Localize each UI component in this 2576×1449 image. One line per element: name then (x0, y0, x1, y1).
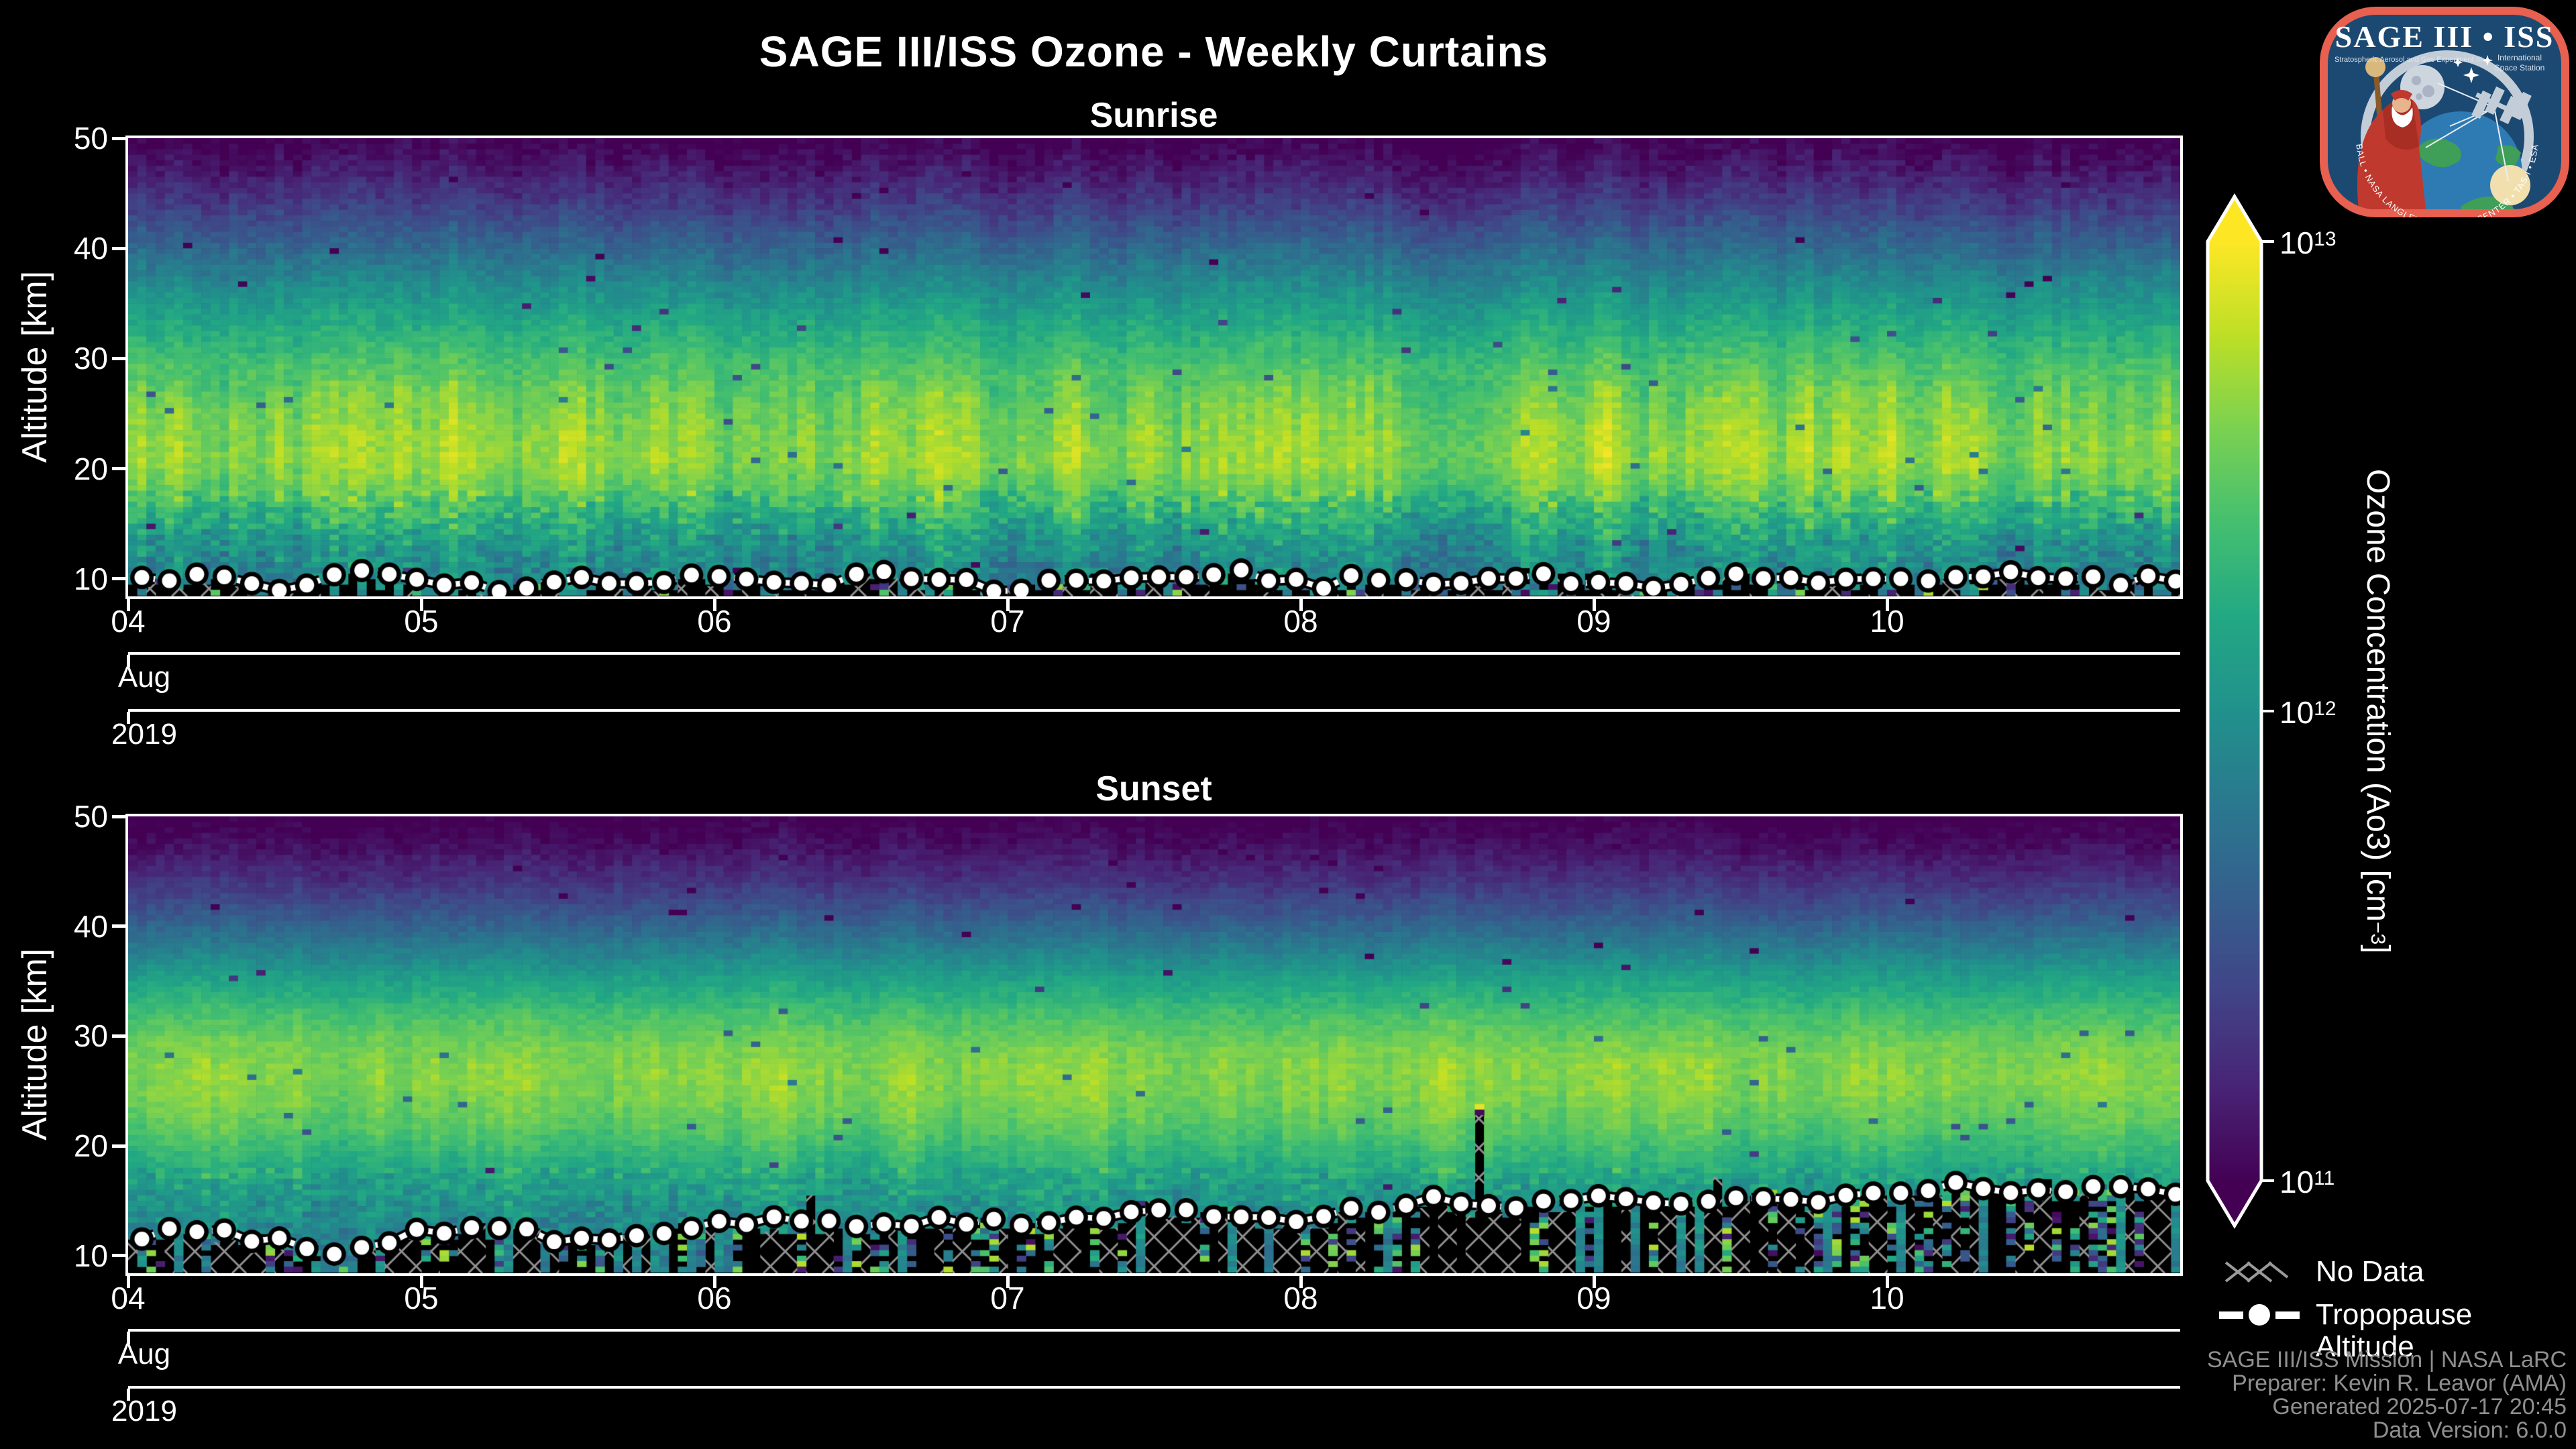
x-axis-month-line (128, 652, 2180, 655)
y-tick-label: 20 (73, 451, 108, 486)
x-axis-year-line (128, 709, 2180, 712)
patch-subtitle-right-2: Space Station (2495, 63, 2545, 72)
x-tick-mark (1592, 1273, 1596, 1288)
x-axis-month-tick (127, 1332, 130, 1344)
y-tick-mark (112, 356, 127, 360)
y-tick-label: 50 (73, 799, 108, 834)
patch-moon (2400, 65, 2445, 109)
patch-title: SAGE III • ISS (2335, 19, 2555, 54)
y-tick-label: 40 (73, 231, 108, 266)
tropopause-legend-label: Tropopause Altitude (2316, 1298, 2473, 1363)
attribution-preparer: Preparer: Kevin R. Leavor (AMA) (2232, 1371, 2567, 1396)
x-tick-label: 04 (111, 604, 146, 639)
x-tick-mark (126, 1273, 130, 1288)
x-axis-year-tick (127, 712, 130, 724)
sunrise-heatmap-panel (125, 136, 2183, 599)
x-tick-label: 10 (1870, 1281, 1904, 1316)
x-tick-mark (126, 596, 130, 611)
x-axis-year-label: 2019 (111, 718, 177, 751)
y-tick-label: 10 (73, 1238, 108, 1273)
colorbar-axis-label: Ozone Concentration (Ao3) [cm−3] (2360, 468, 2396, 954)
patch-sun (2490, 165, 2530, 205)
x-tick-label: 09 (1576, 604, 1611, 639)
x-tick-mark (1592, 596, 1596, 611)
x-tick-label: 06 (697, 604, 732, 639)
y-tick-mark (112, 577, 127, 581)
x-axis-month-label: Aug (117, 1338, 171, 1371)
x-axis-year-label: 2019 (111, 1395, 177, 1428)
attribution-block: SAGE III/ISS Mission | NASA LaRC Prepare… (2207, 1348, 2567, 1442)
x-axis-month-tick (127, 655, 130, 667)
patch-wizard (2357, 57, 2426, 209)
y-tick-mark (112, 246, 127, 250)
x-tick-label: 07 (990, 1281, 1025, 1316)
y-tick-label: 50 (73, 121, 108, 156)
sage-iii-iss-mission-patch: SAGE III • ISS Stratospheric Aerosol and… (2320, 7, 2569, 217)
y-tick-label: 20 (73, 1128, 108, 1164)
y-tick-mark (112, 814, 127, 818)
x-tick-mark (1299, 596, 1303, 611)
y-tick-label: 40 (73, 908, 108, 944)
patch-stars (2453, 55, 2493, 83)
x-tick-mark (1299, 1273, 1303, 1288)
y-tick-label: 30 (73, 1018, 108, 1054)
y-tick-mark (112, 1034, 127, 1038)
y-tick-mark (112, 1254, 127, 1258)
sunrise-panel-title: Sunrise (1089, 96, 1218, 135)
no-data-legend-label: No Data (2316, 1255, 2424, 1288)
sunset-heatmap-panel (125, 814, 2183, 1276)
colorbar-ticklabel-1e11: 1011 (2279, 1165, 2335, 1199)
x-axis-year-line (128, 1386, 2180, 1389)
x-tick-label: 05 (404, 1281, 439, 1316)
sunset-heatmap-canvas (128, 816, 2180, 1273)
x-tick-label: 04 (111, 1281, 146, 1316)
attribution-version: Data Version: 6.0.0 (2372, 1417, 2567, 1443)
sunset-panel-title: Sunset (1095, 769, 1212, 808)
x-tick-label: 05 (404, 604, 439, 639)
x-tick-mark (1885, 596, 1889, 611)
x-tick-mark (1885, 1273, 1889, 1288)
patch-iss (2471, 86, 2532, 125)
x-tick-label: 08 (1283, 1281, 1318, 1316)
attribution-generated: Generated 2025-07-17 20:45 (2272, 1394, 2567, 1419)
x-axis-month-label: Aug (117, 661, 171, 694)
x-axis-month-line (128, 1329, 2180, 1332)
x-tick-mark (419, 1273, 423, 1288)
y-tick-label: 10 (73, 561, 108, 596)
colorbar-arrow-bar (2206, 193, 2263, 1229)
y-tick-mark (112, 467, 127, 471)
x-tick-label: 07 (990, 604, 1025, 639)
x-tick-label: 08 (1283, 604, 1318, 639)
attribution-mission: SAGE III/ISS Mission | NASA LaRC (2206, 1347, 2567, 1373)
colorbar-ticklabel-1e12: 1012 (2279, 695, 2337, 730)
x-tick-mark (1006, 596, 1010, 611)
x-tick-mark (712, 1273, 716, 1288)
x-axis-year-tick (127, 1389, 130, 1401)
x-tick-label: 09 (1576, 1281, 1611, 1316)
y-tick-mark (112, 136, 127, 140)
x-tick-label: 10 (1870, 604, 1904, 639)
x-tick-label: 06 (697, 1281, 732, 1316)
y-tick-label: 30 (73, 341, 108, 376)
y-tick-mark (112, 924, 127, 928)
patch-subtitle-right-1: International (2498, 53, 2542, 62)
x-tick-mark (712, 596, 716, 611)
tropopause-marker-icon (2219, 1304, 2300, 1326)
x-tick-mark (419, 596, 423, 611)
sunrise-heatmap-canvas (128, 138, 2180, 596)
no-data-hatch-icon (2224, 1261, 2289, 1283)
y-tick-mark (112, 1144, 127, 1148)
figure-title: SAGE III/ISS Ozone - Weekly Curtains (759, 28, 1549, 76)
patch-subtitle-left: Stratospheric Aerosol and Gas Experiment… (2334, 56, 2482, 64)
colorbar (2206, 193, 2274, 1229)
x-tick-mark (1006, 1273, 1010, 1288)
colorbar-ticklabel-1e13: 1013 (2279, 225, 2337, 260)
